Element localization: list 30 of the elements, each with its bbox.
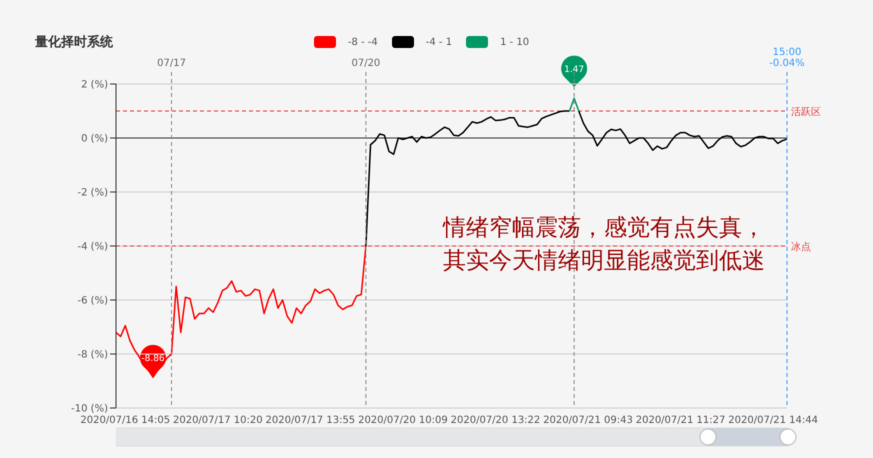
legend-label: -4 - 1 — [426, 36, 452, 48]
y-tick-label: 2 (%) — [81, 80, 108, 91]
annotation: 1.47 — [564, 64, 584, 75]
x-tick-label: 2020/07/21 14:44 — [728, 415, 818, 426]
y-tick-label: -6 (%) — [78, 296, 108, 307]
text: 15:00 -0.04% — [769, 47, 805, 69]
y-tick-label: -10 (%) — [71, 404, 108, 415]
legend-label: 1 - 10 — [500, 36, 530, 48]
ref-line-label: 冰点 — [791, 241, 811, 253]
y-tick-label: -4 (%) — [78, 242, 108, 253]
x-tick-label: 2020/07/17 10:20 — [172, 415, 263, 426]
y-tick-label: -8 (%) — [78, 350, 108, 361]
x-tick-label: 2020/07/16 14:05 — [80, 415, 170, 426]
text: 07/17 — [157, 58, 186, 69]
x-tick-label: 2020/07/21 11:27 — [636, 415, 726, 426]
annotation: 其实今天情绪明显能感觉到低迷 — [443, 247, 765, 276]
y-tick-label: -2 (%) — [78, 188, 108, 199]
annotation: -8.86 — [141, 354, 165, 364]
ref-line-label: 活跃区 — [791, 106, 821, 118]
map-pin: 1.47 — [561, 56, 588, 87]
x-tick-label: 2020/07/21 09:43 — [543, 415, 633, 426]
chart-title: 量化择时系统 — [35, 34, 113, 51]
x-tick-label: 2020/07/20 10:09 — [358, 415, 448, 426]
y-tick-label: 0 (%) — [81, 134, 108, 145]
text: 07/20 — [351, 58, 380, 69]
x-tick-label: 2020/07/17 13:55 — [266, 415, 356, 426]
annotation: 情绪窄幅震荡，感觉有点失真， — [443, 214, 765, 243]
x-tick-label: 2020/07/20 13:22 — [450, 415, 540, 426]
map-pin: -8.86 — [140, 344, 166, 376]
legend-label: -8 - -4 — [348, 36, 378, 48]
